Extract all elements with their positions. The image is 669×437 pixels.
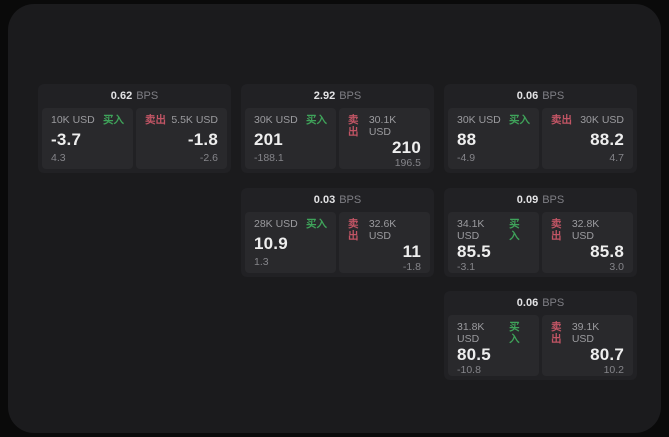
buy-label: 买入	[103, 114, 124, 126]
bps-unit-label: BPS	[339, 90, 362, 102]
sell-label: 卖出	[145, 114, 166, 126]
buy-delta: -10.8	[457, 364, 481, 376]
quote-card: 2.92 BPS 30K USD 买入 201 -188.1 卖出 30.1K …	[241, 84, 434, 173]
buy-price: 85.5	[457, 242, 491, 261]
buy-panel[interactable]: 34.1K USD 买入 85.5 -3.1	[448, 212, 539, 273]
quote-card: 0.09 BPS 34.1K USD 买入 85.5 -3.1 卖出 32.8K…	[444, 188, 637, 277]
sell-price: 85.8	[590, 242, 624, 261]
buy-label: 买入	[509, 218, 520, 242]
sell-delta: 3.0	[609, 261, 624, 273]
buy-panel[interactable]: 31.8K USD 买入 80.5 -10.8	[448, 315, 539, 376]
buy-delta: 4.3	[51, 152, 66, 164]
sell-amount: 5.5K USD	[171, 114, 218, 126]
bps-value: 0.03	[313, 194, 336, 206]
buy-panel[interactable]: 28K USD 买入 10.9 1.3	[245, 212, 336, 273]
buy-amount: 31.8K USD	[457, 321, 485, 345]
sell-amount: 32.8K USD	[571, 218, 600, 242]
sell-delta: 10.2	[603, 364, 624, 376]
buy-price: -3.7	[51, 129, 82, 149]
sell-label: 卖出	[348, 218, 359, 242]
sell-panel[interactable]: 卖出 39.1K USD 80.7 10.2	[542, 315, 633, 376]
sell-label: 卖出	[551, 321, 562, 345]
buy-panel[interactable]: 30K USD 买入 88 -4.9	[448, 108, 539, 169]
quote-card: 0.06 BPS 30K USD 买入 88 -4.9 卖出 30K USD 8…	[444, 84, 637, 173]
sell-amount: 32.6K USD	[368, 218, 397, 242]
sell-price: 210	[392, 138, 421, 157]
sell-panel[interactable]: 卖出 32.6K USD 11 -1.8	[339, 212, 430, 273]
sell-panel[interactable]: 卖出 30.1K USD 210 196.5	[339, 108, 430, 169]
buy-panel[interactable]: 10K USD 买入 -3.7 4.3	[42, 108, 133, 169]
buy-price: 80.5	[457, 345, 491, 364]
sell-amount: 30.1K USD	[368, 114, 397, 138]
sell-delta: -2.6	[199, 152, 218, 164]
buy-amount: 10K USD	[51, 114, 95, 126]
bps-value: 0.09	[516, 194, 539, 206]
quote-card: 0.03 BPS 28K USD 买入 10.9 1.3 卖出 32.6K US…	[241, 188, 434, 277]
bps-unit-label: BPS	[542, 194, 565, 206]
buy-label: 买入	[306, 218, 327, 230]
sell-delta: 4.7	[609, 152, 624, 164]
bps-header: 0.06 BPS	[444, 291, 637, 315]
sell-label: 卖出	[551, 218, 562, 242]
buy-panel[interactable]: 30K USD 买入 201 -188.1	[245, 108, 336, 169]
buy-price: 10.9	[254, 233, 288, 253]
bps-header: 0.03 BPS	[241, 188, 434, 212]
quote-card: 0.62 BPS 10K USD 买入 -3.7 4.3 卖出 5.5K USD…	[38, 84, 231, 173]
sell-price: -1.8	[187, 129, 218, 149]
sell-label: 卖出	[551, 114, 572, 126]
bps-unit-label: BPS	[542, 90, 565, 102]
buy-amount: 30K USD	[457, 114, 501, 126]
bps-value: 0.06	[516, 297, 539, 309]
buy-delta: -3.1	[457, 261, 476, 273]
buy-price: 201	[254, 129, 283, 149]
bps-unit-label: BPS	[339, 194, 362, 206]
buy-delta: 1.3	[254, 256, 269, 268]
buy-label: 买入	[306, 114, 327, 126]
bps-header: 0.62 BPS	[38, 84, 231, 108]
sell-label: 卖出	[348, 114, 359, 138]
buy-delta: -4.9	[457, 152, 476, 164]
sell-price: 88.2	[590, 129, 624, 149]
sell-amount: 39.1K USD	[571, 321, 600, 345]
buy-label: 买入	[509, 321, 520, 345]
quote-card: 0.06 BPS 31.8K USD 买入 80.5 -10.8 卖出 39.1…	[444, 291, 637, 380]
sell-panel[interactable]: 卖出 32.8K USD 85.8 3.0	[542, 212, 633, 273]
bps-value: 0.06	[516, 90, 539, 102]
sell-price: 80.7	[590, 345, 624, 364]
sell-panel[interactable]: 卖出 30K USD 88.2 4.7	[542, 108, 633, 169]
bps-value: 0.62	[110, 90, 133, 102]
sell-price: 11	[402, 242, 421, 261]
buy-amount: 28K USD	[254, 218, 298, 230]
buy-price: 88	[457, 129, 477, 149]
dashboard-panel: 0.62 BPS 10K USD 买入 -3.7 4.3 卖出 5.5K USD…	[8, 4, 661, 433]
bps-header: 2.92 BPS	[241, 84, 434, 108]
sell-amount: 30K USD	[580, 114, 624, 126]
sell-panel[interactable]: 卖出 5.5K USD -1.8 -2.6	[136, 108, 227, 169]
bps-header: 0.06 BPS	[444, 84, 637, 108]
buy-label: 买入	[509, 114, 530, 126]
sell-delta: -1.8	[402, 261, 421, 273]
bps-unit-label: BPS	[136, 90, 159, 102]
bps-unit-label: BPS	[542, 297, 565, 309]
buy-delta: -188.1	[254, 152, 284, 164]
buy-amount: 30K USD	[254, 114, 298, 126]
sell-delta: 196.5	[394, 157, 421, 169]
buy-amount: 34.1K USD	[457, 218, 485, 242]
bps-value: 2.92	[313, 90, 336, 102]
bps-header: 0.09 BPS	[444, 188, 637, 212]
